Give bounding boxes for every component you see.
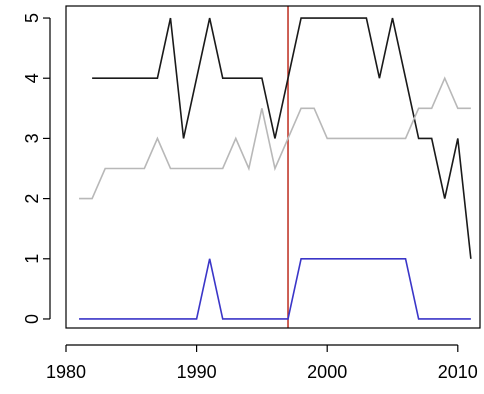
x-tick-label: 1990 xyxy=(177,362,217,382)
y-tick-label: 3 xyxy=(22,133,42,143)
y-axis: 0 1 2 3 4 5 xyxy=(22,13,50,324)
y-tick-label: 2 xyxy=(22,194,42,204)
plot-frame xyxy=(66,6,480,328)
plot-marks xyxy=(79,6,471,328)
series-line-3 xyxy=(79,259,471,319)
x-axis: 1980 1990 2000 2010 xyxy=(46,345,478,382)
plot-box xyxy=(66,6,480,328)
series-line-1 xyxy=(92,18,471,259)
x-tick-label: 2000 xyxy=(307,362,347,382)
y-tick-label: 5 xyxy=(22,13,42,23)
x-tick-label: 2010 xyxy=(438,362,478,382)
y-tick-label: 1 xyxy=(22,254,42,264)
y-tick-label: 0 xyxy=(22,314,42,324)
x-tick-label: 1980 xyxy=(46,362,86,382)
y-tick-label: 4 xyxy=(22,73,42,83)
